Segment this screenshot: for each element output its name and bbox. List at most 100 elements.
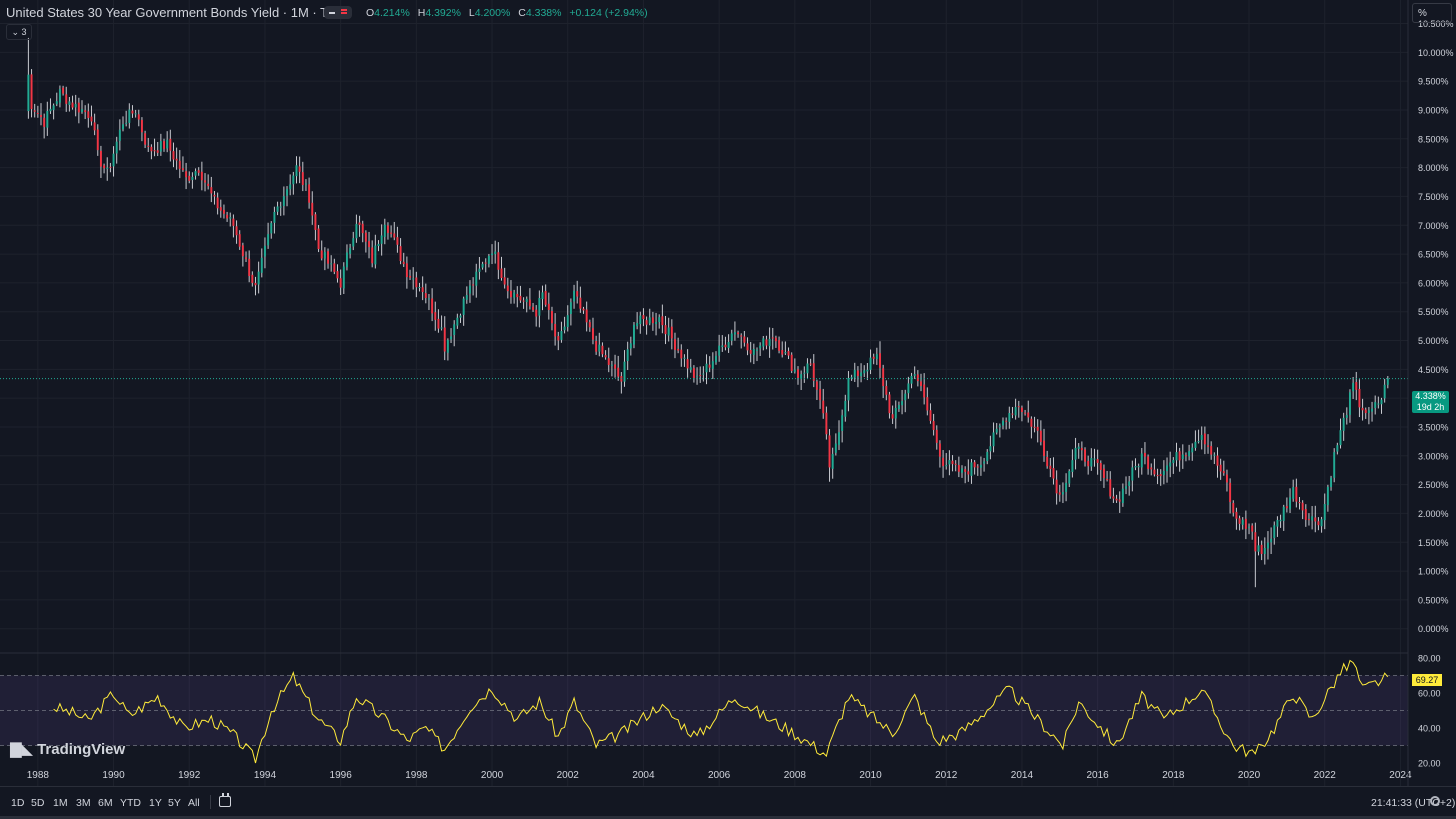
indicators-collapse-button[interactable]: ⌄ 3	[6, 24, 32, 40]
candle-up	[491, 253, 494, 256]
candle-down	[1298, 502, 1301, 504]
candle-down	[197, 170, 200, 173]
candle-up	[800, 374, 803, 379]
candle-down	[210, 187, 213, 194]
candle-down	[1017, 406, 1020, 408]
candle-up	[355, 223, 358, 239]
rsi-tick-label: 80.00	[1418, 654, 1441, 664]
candle-down	[219, 207, 222, 211]
candle-down	[699, 374, 702, 376]
candle-down	[891, 414, 894, 419]
candle-down	[664, 325, 667, 335]
timeframe-3m[interactable]: 3M	[76, 797, 91, 809]
candle-up	[191, 176, 194, 181]
tradingview-logo[interactable]: ▇◣ TradingView	[10, 740, 125, 758]
candle-up	[863, 370, 866, 374]
candle-down	[809, 363, 812, 365]
candle-down	[976, 466, 979, 468]
candle-up	[1191, 447, 1194, 453]
candle-up	[128, 109, 131, 123]
bottom-strip	[0, 816, 1456, 819]
candle-down	[1225, 474, 1228, 483]
candle-up	[342, 266, 345, 289]
candle-up	[538, 298, 541, 316]
visibility-toggle[interactable]	[324, 6, 352, 19]
candle-down	[1115, 498, 1118, 501]
candle-up	[345, 252, 348, 268]
candle-down	[532, 306, 535, 311]
candle-down	[409, 275, 412, 278]
candle-down	[62, 87, 65, 94]
timeframe-1y[interactable]: 1Y	[149, 797, 162, 809]
candle-down	[339, 278, 342, 288]
candle-down	[1039, 430, 1042, 442]
candle-down	[96, 129, 99, 151]
timeframe-5y[interactable]: 5Y	[168, 797, 181, 809]
clock[interactable]: 21:41:33 (UTC+2)	[1371, 797, 1456, 809]
candle-up	[1125, 486, 1127, 489]
candle-up	[112, 153, 115, 167]
time-tick-label: 2006	[708, 770, 731, 781]
candle-up	[1292, 487, 1295, 499]
timeframe-1d[interactable]: 1D	[11, 797, 25, 809]
candle-down	[923, 384, 926, 398]
candle-down	[1184, 455, 1187, 457]
candle-up	[159, 141, 162, 152]
dash-icon	[341, 12, 347, 14]
rsi-line	[53, 659, 1389, 764]
unit-button[interactable]: %	[1412, 3, 1452, 23]
candle-down	[368, 241, 371, 248]
candle-up	[623, 361, 626, 382]
candle-up	[721, 345, 724, 347]
candle-up	[894, 407, 897, 419]
calendar-icon[interactable]	[219, 793, 231, 807]
gear-icon[interactable]	[1430, 796, 1440, 806]
candle-up	[286, 189, 289, 196]
timeframe-all[interactable]: All	[188, 797, 200, 809]
candle-up	[733, 332, 736, 335]
candle-up	[866, 369, 869, 372]
candle-down	[579, 297, 582, 309]
timeframe-1m[interactable]: 1M	[53, 797, 68, 809]
candle-down	[1254, 532, 1257, 552]
candle-up	[1279, 519, 1282, 522]
candle-up	[1181, 454, 1184, 460]
candle-down	[781, 350, 784, 355]
candle-up	[715, 355, 717, 363]
candle-up	[705, 363, 708, 373]
symbol-title[interactable]: United States 30 Year Government Bonds Y…	[6, 5, 347, 20]
candle-down	[1049, 465, 1052, 470]
candle-up	[727, 341, 730, 348]
timeframe-5d[interactable]: 5D	[31, 797, 45, 809]
candle-up	[756, 349, 758, 351]
candle-down	[437, 318, 440, 329]
candle-up	[1241, 519, 1244, 525]
candle-down	[1106, 478, 1109, 480]
candle-up	[702, 373, 705, 375]
candle-down	[1052, 468, 1055, 479]
candle-up	[834, 443, 837, 453]
candle-down	[147, 145, 150, 147]
time-tick-label: 2008	[784, 770, 807, 781]
candle-down	[778, 340, 781, 351]
candle-up	[257, 271, 260, 285]
candle-up	[418, 287, 421, 289]
candle-up	[961, 468, 963, 473]
candle-up	[279, 206, 282, 208]
candle-down	[888, 394, 891, 414]
candle-down	[1314, 517, 1317, 522]
candle-up	[1071, 460, 1074, 472]
candle-down	[399, 246, 402, 262]
timeframe-ytd[interactable]: YTD	[120, 797, 141, 809]
timeframe-6m[interactable]: 6M	[98, 797, 113, 809]
candle-down	[71, 102, 74, 108]
candle-up	[752, 348, 755, 355]
candle-up	[49, 108, 52, 112]
candle-up	[648, 317, 651, 324]
last-price-value: 4.338%	[1415, 391, 1446, 401]
candle-down	[819, 389, 822, 401]
candle-down	[547, 303, 550, 311]
candle-up	[1197, 441, 1200, 443]
candle-up	[513, 292, 516, 298]
